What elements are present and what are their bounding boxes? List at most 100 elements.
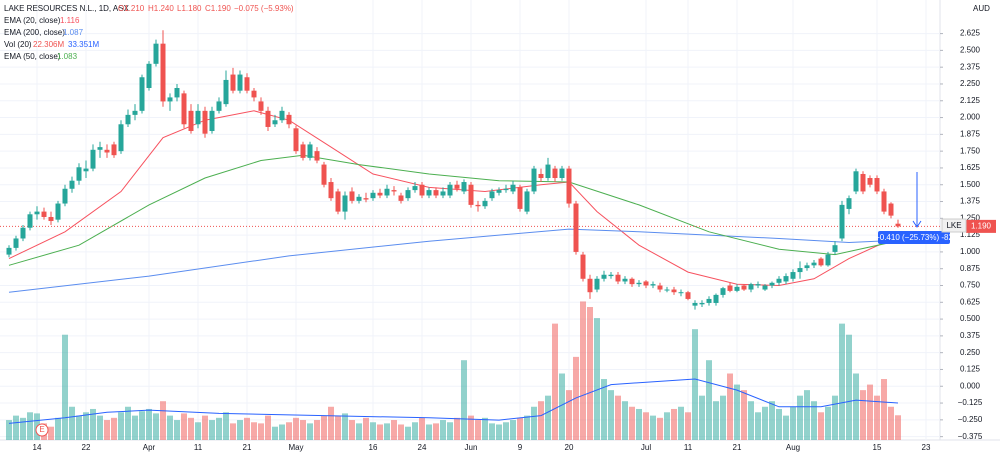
y-tick-label: 0.250 (960, 348, 981, 357)
measure-arrow (912, 220, 922, 228)
candle-body (496, 190, 502, 193)
candle-body (580, 254, 586, 279)
volume-bar (580, 301, 586, 440)
y-tick-label: 0.500 (960, 314, 981, 323)
measure-label: −0.410 (−25.73%) -82 (875, 233, 953, 242)
y-tick-label: −0.375 (958, 432, 983, 441)
volume-bar (440, 420, 446, 440)
x-tick-label: 23 (922, 443, 931, 452)
y-tick-label: 2.375 (960, 62, 981, 71)
candle-body (622, 278, 628, 282)
volume-bar (839, 323, 845, 440)
volume-bar (454, 417, 460, 440)
candle-body (391, 190, 397, 192)
grid (0, 0, 940, 440)
volume-bar (755, 412, 761, 440)
volume-bar (692, 329, 698, 440)
legend-ema200: EMA (200, close) (4, 28, 65, 37)
candle-body (307, 144, 313, 158)
candle-body (146, 63, 152, 88)
volume-bar (608, 390, 614, 440)
volume-bar (6, 420, 12, 440)
candle-body (13, 238, 19, 248)
candle-body (727, 285, 733, 291)
volume-bar (650, 415, 656, 440)
candle-body (594, 278, 600, 290)
candle-body (433, 190, 439, 196)
candle-body (790, 272, 796, 279)
volume-bar (188, 417, 194, 440)
volume-bar (888, 406, 894, 440)
candle-body (41, 211, 47, 217)
candle-body (517, 187, 523, 209)
volume-bar (223, 412, 229, 440)
candle-body (265, 110, 271, 127)
candle-body (426, 190, 432, 196)
candle-body (615, 274, 621, 282)
y-tick-label: 2.500 (960, 45, 981, 54)
volume-bar (132, 415, 138, 440)
volume-bar (111, 417, 117, 440)
volume-bar (496, 424, 502, 440)
volume-bar (300, 420, 306, 440)
candle-body (125, 114, 131, 125)
volume-pane (6, 301, 901, 440)
candle-body (447, 184, 453, 196)
volume-bar (461, 360, 467, 440)
x-tick-label: 16 (369, 443, 378, 452)
candle-body (244, 77, 250, 91)
x-tick-label: May (288, 443, 303, 452)
candle-body (846, 198, 852, 209)
candle-body (461, 182, 467, 192)
volume-bar (13, 415, 19, 440)
candle-body (685, 292, 691, 299)
legend-ema50-value: 1.083 (57, 52, 78, 61)
symbol-tag-box (941, 218, 967, 233)
candle-body (720, 288, 726, 295)
candle-body (412, 186, 418, 191)
legend-ema200-value: 1.087 (63, 28, 84, 37)
ema-line (8, 154, 899, 266)
candle-body (573, 203, 579, 252)
candle-body (167, 97, 173, 102)
volume-bar (741, 390, 747, 440)
volume-bar (531, 406, 537, 440)
volume-bar (636, 408, 642, 440)
volume-bar (797, 395, 803, 440)
volume-bar (153, 413, 159, 440)
volume-bar (643, 412, 649, 440)
y-tick-label: 0.625 (960, 297, 981, 306)
x-tick-label: 21 (733, 443, 742, 452)
volume-bar (706, 360, 712, 440)
y-tick-label: 0.000 (960, 381, 981, 390)
volume-bar (482, 417, 488, 440)
volume-bar (678, 406, 684, 440)
volume-bar (279, 424, 285, 440)
candle-body (251, 90, 257, 98)
candle-body (377, 192, 383, 196)
candle-body (293, 128, 299, 152)
high-value: H1.240 (148, 4, 174, 13)
candle-body (881, 191, 887, 212)
candle-body (237, 74, 243, 91)
volume-bar (601, 379, 607, 440)
candle-body (853, 171, 859, 192)
last-price-label: 1.190 (971, 221, 992, 230)
volume-bar (524, 415, 530, 440)
candle-body (27, 214, 33, 228)
candle-body (832, 245, 838, 252)
volume-bar (671, 408, 677, 440)
candle-body (139, 77, 145, 111)
volume-bar (55, 417, 61, 440)
y-tick-label: 2.125 (960, 96, 981, 105)
y-tick-label: 2.250 (960, 79, 981, 88)
open-value: O1.210 (118, 4, 145, 13)
volume-bar (657, 417, 663, 440)
volume-bar (69, 406, 75, 440)
candle-body (62, 188, 68, 204)
volume-bar (377, 424, 383, 440)
candle-body (671, 289, 677, 293)
candle-body (216, 101, 222, 111)
volume-bar (20, 417, 26, 440)
candle-body (818, 258, 824, 266)
